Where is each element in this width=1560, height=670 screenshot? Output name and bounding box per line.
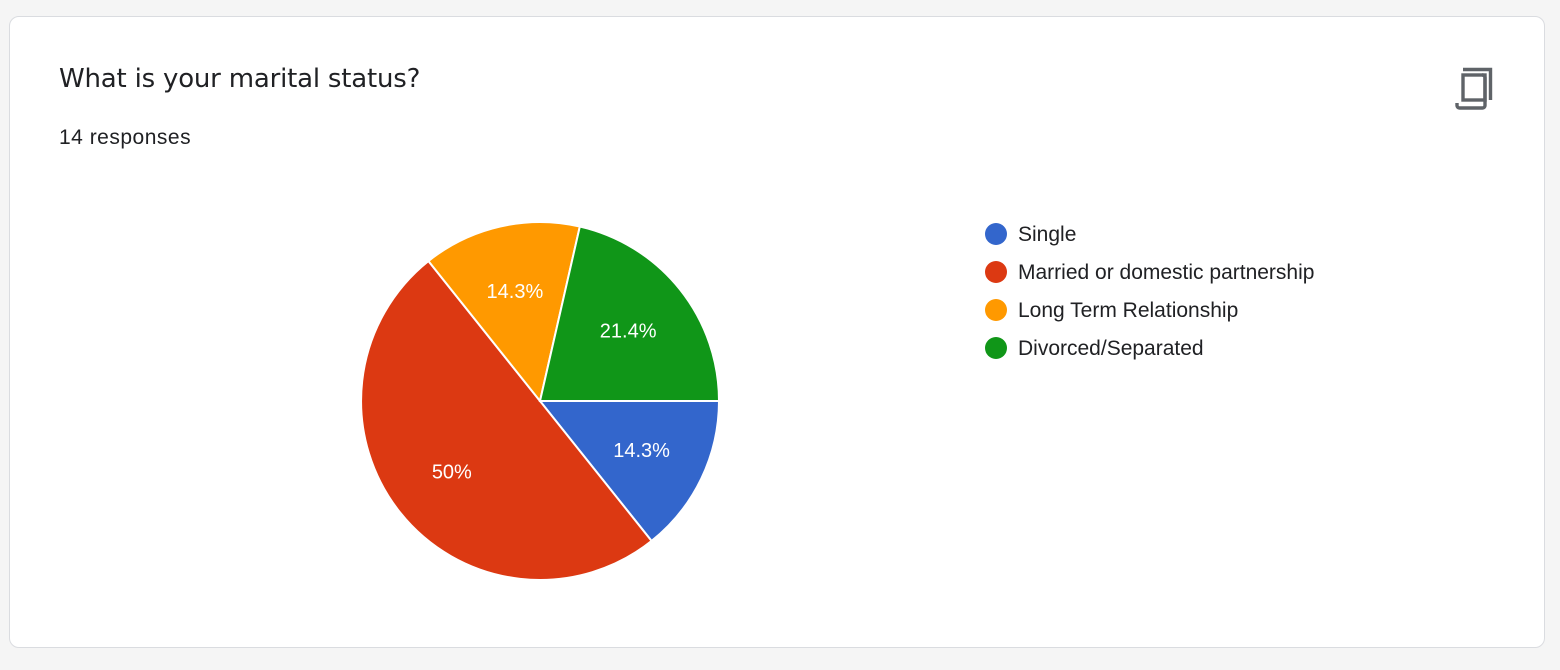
pie-slice-long-term-relationship[interactable] [426, 221, 582, 404]
legend-item[interactable]: Divorced/Separated [985, 337, 1204, 360]
legend-item[interactable]: Long Term Relationship [985, 299, 1238, 322]
pie-slice-divorced-separated[interactable] [538, 225, 721, 402]
chart-legend: Single Married or domestic partnership Lon… [985, 223, 1314, 360]
copy-chart-button[interactable] [1448, 63, 1498, 113]
pie-slice-married-or-domestic-partnership[interactable] [360, 259, 654, 581]
slice-percent-label: 14.3% [613, 440, 670, 462]
legend-swatch [985, 299, 1007, 321]
pie-slices [360, 221, 721, 581]
question-title: What is your marital status? [59, 64, 421, 94]
response-count: 14 responses [59, 126, 192, 149]
legend-swatch [985, 261, 1007, 283]
pie-labels: 14.3% 50% 14.3% 21.4% [432, 281, 670, 483]
legend-swatch [985, 337, 1007, 359]
legend-label: Married or domestic partnership [1018, 261, 1314, 284]
slice-percent-label: 21.4% [600, 321, 657, 343]
legend-item[interactable]: Married or domestic partnership [985, 261, 1314, 284]
pie-slice-single[interactable] [537, 400, 721, 543]
copy-icon [1455, 67, 1493, 110]
legend-item[interactable]: Single [985, 223, 1076, 246]
legend-label: Single [1018, 223, 1076, 246]
legend-swatch [985, 223, 1007, 245]
question-card: What is your marital status? 14 response… [9, 16, 1545, 648]
slice-percent-label: 14.3% [487, 281, 544, 303]
legend-label: Long Term Relationship [1018, 299, 1238, 322]
legend-label: Divorced/Separated [1018, 337, 1204, 360]
slice-percent-label: 50% [432, 461, 472, 483]
